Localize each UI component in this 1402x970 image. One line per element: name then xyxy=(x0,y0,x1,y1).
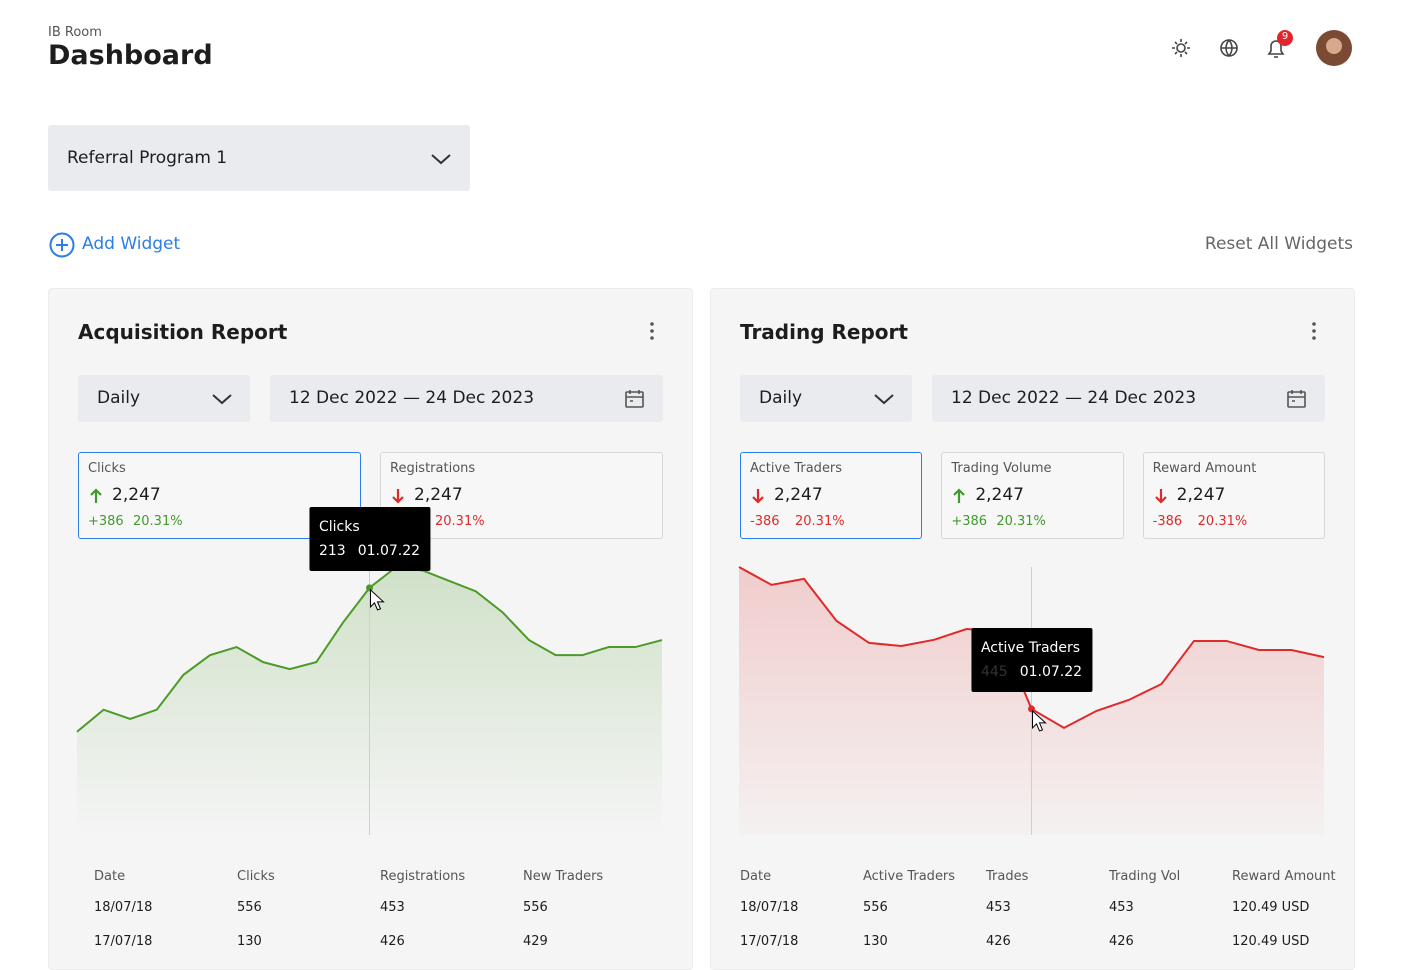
program-select[interactable]: Referral Program 1 xyxy=(48,125,470,191)
period-select[interactable]: Daily xyxy=(740,375,912,422)
stat-card[interactable]: Reward Amount 2,247 -386 20.31% xyxy=(1142,452,1325,539)
table-header: Clicks xyxy=(237,869,275,884)
stat-change: +386 xyxy=(951,514,988,529)
chevron xyxy=(212,394,232,405)
stat-value: 2,247 xyxy=(1176,485,1226,505)
stat-change: -386 xyxy=(750,514,780,529)
table-cell: 130 xyxy=(863,934,888,949)
add-icon[interactable] xyxy=(48,231,76,259)
trend-arrow xyxy=(1154,489,1167,504)
stat-label: Active Traders xyxy=(750,461,843,476)
stat-card[interactable]: Clicks 2,247 +386 20.31% xyxy=(78,452,361,539)
date-range: 12 Dec 2022 — 24 Dec 2023 xyxy=(289,388,535,408)
table-header: Registrations xyxy=(380,869,466,884)
table-cell: 18/07/18 xyxy=(740,900,799,915)
tooltip-value: 445 xyxy=(980,663,1008,680)
table-cell: 426 xyxy=(380,934,405,949)
tooltip-title: Active Traders xyxy=(980,639,1081,656)
tooltip-row: 213 01.07.22 xyxy=(319,539,420,563)
table-header: Date xyxy=(740,869,772,884)
tooltip-date: 01.07.22 xyxy=(1019,663,1083,680)
tooltip: Clicks 213 01.07.22 xyxy=(308,506,431,571)
header-icons[interactable] xyxy=(1165,30,1365,70)
table-cell: 18/07/18 xyxy=(94,900,153,915)
stat-percent: 20.31% xyxy=(1197,514,1248,529)
stat-value: 2,247 xyxy=(414,485,463,505)
stat-percent: 20.31% xyxy=(435,514,485,529)
page-title: Dashboard xyxy=(48,40,213,71)
table-cell: 426 xyxy=(986,934,1011,949)
widget-card: Acquisition Report Daily 12 Dec 2022 — 24 … xyxy=(48,288,693,970)
table-cell: 556 xyxy=(523,900,548,915)
program-name: Referral Program 1 xyxy=(67,148,228,168)
date-range: 12 Dec 2022 — 24 Dec 2023 xyxy=(951,388,1197,408)
tooltip-row: 445 01.07.22 xyxy=(981,660,1082,684)
trend-arrow xyxy=(90,488,102,503)
notification-count: 9 xyxy=(1281,31,1289,42)
table-cell: 453 xyxy=(1109,900,1134,915)
breadcrumb: IB Room xyxy=(48,25,102,40)
stat-label: Registrations xyxy=(390,461,476,476)
chevron xyxy=(874,394,894,405)
calendar-icon xyxy=(1287,390,1306,408)
table-cell: 17/07/18 xyxy=(740,934,799,949)
dot xyxy=(1312,329,1316,333)
table-header: New Traders xyxy=(523,869,604,884)
stat-label: Trading Volume xyxy=(951,461,1052,476)
tooltip: Active Traders 445 01.07.22 xyxy=(970,627,1093,692)
stat-change: -386 xyxy=(1152,514,1183,529)
table-cell: 556 xyxy=(863,900,888,915)
widget-title: Acquisition Report xyxy=(78,320,288,344)
table-cell: 453 xyxy=(380,900,405,915)
trend-arrow xyxy=(392,489,404,504)
menu[interactable] xyxy=(1309,321,1319,343)
table-cell: 120.49 USD xyxy=(1232,900,1310,915)
tooltip-value: 213 xyxy=(318,542,346,559)
period-select[interactable]: Daily xyxy=(78,375,250,422)
table-header: Trades xyxy=(986,869,1029,884)
period: Daily xyxy=(97,388,141,408)
table-cell: 429 xyxy=(523,934,548,949)
table-cell: 453 xyxy=(986,900,1011,915)
table-cell: 17/07/18 xyxy=(94,934,153,949)
date-select[interactable]: 12 Dec 2022 — 24 Dec 2023 xyxy=(932,375,1325,422)
stat-card[interactable]: Trading Volume 2,247 +386 20.31% xyxy=(941,452,1124,539)
period: Daily xyxy=(759,388,803,408)
stat-percent: 20.31% xyxy=(795,514,845,529)
date-select[interactable]: 12 Dec 2022 — 24 Dec 2023 xyxy=(270,375,663,422)
tooltip-title: Clicks xyxy=(318,518,360,535)
table-header: Trading Vol xyxy=(1109,869,1181,884)
stat-card[interactable]: Active Traders 2,247 -386 20.31% xyxy=(740,452,923,539)
stat-value: 2,247 xyxy=(112,485,161,505)
stat-value: 2,247 xyxy=(774,485,823,505)
stat-percent: 20.31% xyxy=(996,514,1046,529)
dot xyxy=(650,329,654,333)
menu[interactable] xyxy=(647,321,657,343)
table-cell: 120.49 USD xyxy=(1232,934,1310,949)
chevron xyxy=(431,154,451,165)
table-header: Active Traders xyxy=(863,869,956,884)
calendar-icon xyxy=(625,390,644,408)
stat-label: Reward Amount xyxy=(1152,461,1257,476)
dot xyxy=(650,322,654,326)
stat-label: Clicks xyxy=(88,461,126,476)
add-widget[interactable]: Add Widget xyxy=(82,234,181,254)
table-cell: 426 xyxy=(1109,934,1134,949)
stat-change: +386 xyxy=(88,514,124,529)
table-cell: 130 xyxy=(237,934,262,949)
table-header: Date xyxy=(94,869,126,884)
stat-value: 2,247 xyxy=(975,485,1024,505)
widget-title: Trading Report xyxy=(740,320,908,344)
table-cell: 556 xyxy=(237,900,262,915)
reset-widgets[interactable]: Reset All Widgets xyxy=(1204,234,1353,254)
dot xyxy=(1312,322,1316,326)
trend-arrow xyxy=(752,489,764,504)
stat-percent: 20.31% xyxy=(133,514,183,529)
table-header: Reward Amount xyxy=(1232,869,1336,884)
tooltip-date: 01.07.22 xyxy=(357,542,421,559)
trend-arrow xyxy=(953,488,966,503)
dot xyxy=(1312,336,1316,340)
dot xyxy=(650,336,654,340)
